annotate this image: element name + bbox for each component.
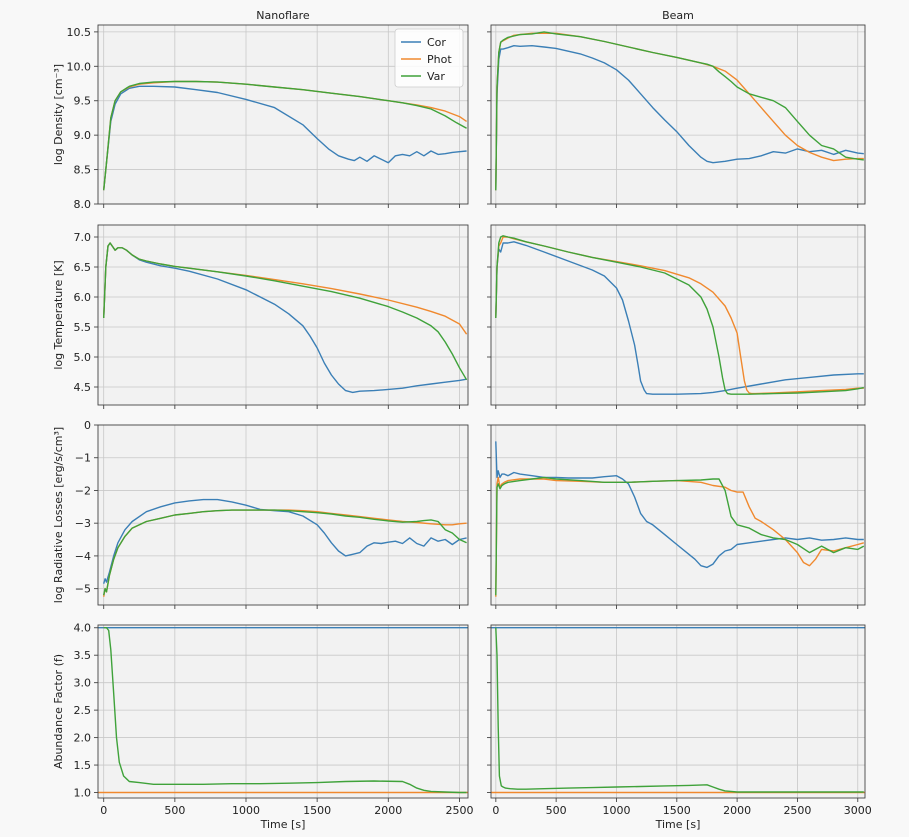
- x-tick-label: 3000: [844, 804, 872, 817]
- panel-1: 8.0 8.5 9.0 9.5 10.0 10.5 Nanoflare log Density…: [52, 9, 469, 211]
- y-tick-label: 10.0: [67, 60, 92, 73]
- legend-label-phot: Phot: [427, 53, 452, 66]
- x-tick-label: 500: [164, 804, 185, 817]
- y-axis-label: log Temperature [K]: [52, 260, 65, 369]
- series-line-var: [103, 242, 468, 381]
- axes-frame: [490, 424, 866, 606]
- y-tick-label: 5.0: [74, 351, 92, 364]
- axes-frame: [490, 624, 866, 799]
- y-axis-label: log Radiative Losses [erg/s/cm³]: [52, 427, 65, 603]
- x-tick-label: 2500: [783, 804, 811, 817]
- axes-frame: [97, 24, 469, 205]
- x-tick-label: 500: [546, 804, 567, 817]
- y-tick-label: 3.5: [74, 649, 92, 662]
- x-tick-label: 1000: [232, 804, 260, 817]
- y-tick-label: 1.5: [74, 759, 92, 772]
- y-tick-label: 9.0: [74, 129, 92, 142]
- series-line-var: [495, 235, 864, 395]
- y-axis-label: log Density [cm⁻³]: [52, 64, 65, 165]
- y-tick-label: −3: [75, 517, 91, 530]
- panel-8: 0 500 1000 1500 2000 2500 3000 Time [s]: [487, 624, 872, 831]
- y-tick-label: 7.0: [74, 231, 92, 244]
- y-tick-label: −1: [75, 452, 91, 465]
- series-line-cor: [495, 45, 864, 191]
- series-line-var: [103, 80, 467, 191]
- y-tick-label: −2: [75, 484, 91, 497]
- panel-title: Beam: [662, 9, 694, 22]
- y-tick-label: 2.0: [74, 732, 92, 745]
- series-line-cor: [103, 85, 467, 191]
- x-tick-label: 0: [492, 804, 499, 817]
- y-tick-label: 6.5: [74, 261, 92, 274]
- x-axis-label: Time [s]: [260, 818, 306, 831]
- y-tick-label: 10.5: [67, 26, 92, 39]
- series-line-cor: [495, 241, 864, 395]
- panel-7: 0 500 1000 1500 2000 2500 1.0 1.5 2.0 2.5 3.0 3.5 4.…: [52, 622, 473, 831]
- axes-frame: [490, 224, 866, 406]
- y-tick-label: 6.0: [74, 291, 92, 304]
- plot-area: [491, 25, 865, 204]
- plot-area: [491, 425, 865, 605]
- x-axis-label: Time [s]: [655, 818, 701, 831]
- x-tick-label: 2000: [374, 804, 402, 817]
- x-tick-label: 1000: [602, 804, 630, 817]
- legend-label-cor: Cor: [427, 36, 446, 49]
- y-axis-label: Abundance Factor (f): [52, 654, 65, 769]
- plot-area: [491, 625, 865, 798]
- axes-frame: [490, 24, 866, 205]
- series-line-var: [495, 627, 864, 793]
- series-line-var: [103, 509, 467, 596]
- panel-3: 4.5 5.0 5.5 6.0 6.5 7.0 log Temperature [K]: [52, 224, 469, 409]
- series-line-var: [103, 627, 467, 794]
- y-tick-label: 2.5: [74, 704, 92, 717]
- x-tick-label: 2500: [445, 804, 473, 817]
- legend-box: [394, 28, 464, 88]
- y-tick-label: 4.5: [74, 381, 92, 394]
- panel-6: [487, 424, 866, 609]
- y-tick-label: 9.5: [74, 95, 92, 108]
- series-line-phot: [495, 476, 864, 597]
- axes-frame: [97, 624, 469, 799]
- x-tick-label: 1500: [303, 804, 331, 817]
- x-tick-label: 0: [100, 804, 107, 817]
- legend: Cor Phot Var: [394, 28, 464, 88]
- series-line-var: [495, 31, 864, 191]
- axes-frame: [97, 424, 469, 606]
- y-tick-label: 0: [84, 419, 91, 432]
- x-tick-label: 1500: [663, 804, 691, 817]
- y-tick-label: 1.0: [74, 787, 92, 800]
- plot-area: [98, 225, 468, 405]
- plot-area: [98, 425, 468, 605]
- legend-label-var: Var: [427, 70, 445, 83]
- y-tick-label: −4: [75, 550, 91, 563]
- panel-5: −5 −4 −3 −2 −1 0 log Radiative Losses [erg/s/c…: [52, 419, 469, 609]
- y-tick-label: 8.5: [74, 164, 92, 177]
- series-line-var: [495, 476, 865, 596]
- panel-4: [487, 224, 866, 409]
- y-tick-label: 8.0: [74, 198, 92, 211]
- y-tick-label: 4.0: [74, 622, 92, 635]
- axes-frame: [97, 224, 469, 406]
- plot-area: [98, 625, 468, 798]
- panel-title: Nanoflare: [256, 9, 310, 22]
- y-tick-label: 5.5: [74, 321, 92, 334]
- panel-2: Beam: [487, 9, 866, 208]
- series-line-cor: [103, 498, 467, 584]
- y-tick-label: −5: [75, 583, 91, 596]
- x-tick-label: 2000: [723, 804, 751, 817]
- y-tick-label: 3.0: [74, 677, 92, 690]
